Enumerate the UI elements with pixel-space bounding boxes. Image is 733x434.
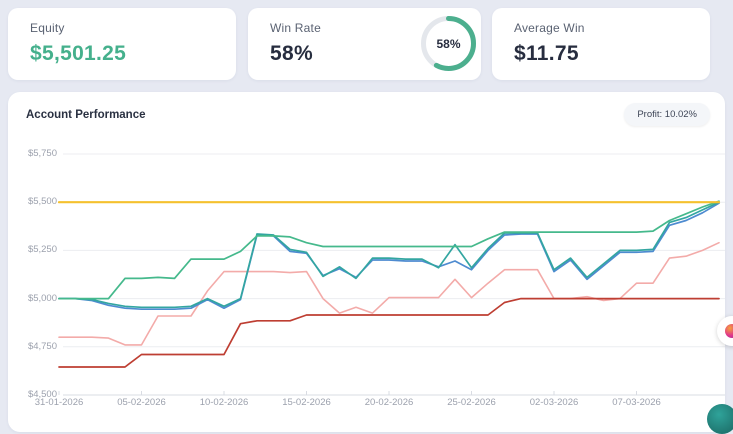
profit-badge: Profit: 10.02% — [624, 103, 710, 126]
equity-label: Equity — [30, 21, 65, 35]
y-axis-label: $5,500 — [27, 196, 57, 208]
account-performance-card: Account Performance Profit: 10.02% $5,75… — [8, 92, 725, 432]
x-axis-label: 10-02-2026 — [199, 397, 249, 408]
win-rate-label: Win Rate — [270, 21, 321, 35]
equity-card: Equity $5,501.25 — [8, 8, 236, 80]
win-rate-value: 58% — [270, 42, 313, 65]
win-rate-card: Win Rate 58% 58% — [248, 8, 481, 80]
y-axis-label: $4,750 — [27, 340, 57, 352]
y-axis-label: $4,500 — [27, 389, 57, 400]
y-axis-label: $5,750 — [27, 148, 57, 159]
win-rate-donut-chart — [421, 16, 476, 71]
x-axis-label: 31-01-2026 — [34, 397, 84, 408]
y-axis-label: $5,000 — [27, 292, 57, 304]
donut-progress-arc — [421, 16, 476, 71]
chart-title: Account Performance — [26, 109, 146, 121]
x-axis-label: 25-02-2026 — [447, 397, 496, 408]
average-win-label: Average Win — [514, 21, 585, 35]
series-account-pink — [58, 241, 720, 346]
donut-percent-label: 58% — [436, 36, 461, 51]
widget-gradient-icon — [725, 324, 733, 338]
x-axis-label: 15-02-2026 — [282, 397, 331, 408]
y-axis-label: $5,250 — [27, 244, 57, 256]
x-axis-label: 07-03-2026 — [612, 397, 661, 408]
x-axis-label: 20-02-2026 — [364, 397, 414, 408]
series-account-green — [58, 200, 720, 300]
performance-line-chart — [57, 153, 725, 396]
floating-widget-button[interactable] — [717, 316, 733, 346]
series-account-red — [58, 297, 720, 368]
floating-chat-button[interactable] — [707, 404, 733, 434]
average-win-card: Average Win $11.75 — [492, 8, 710, 80]
series-account-blue — [58, 202, 720, 311]
average-win-value: $11.75 — [514, 42, 579, 65]
series-account-teal — [58, 201, 720, 309]
x-axis-label: 02-03-2026 — [529, 397, 579, 408]
equity-value: $5,501.25 — [30, 42, 127, 65]
x-axis-label: 05-02-2026 — [117, 397, 166, 408]
win-rate-donut: 58% — [420, 15, 477, 72]
